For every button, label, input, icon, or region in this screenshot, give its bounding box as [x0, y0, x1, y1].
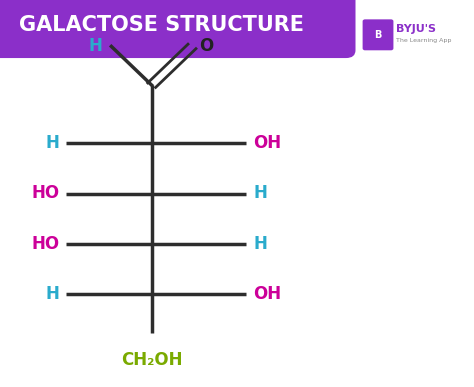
Text: H: H	[254, 235, 267, 253]
Text: O: O	[199, 38, 213, 55]
Text: OH: OH	[254, 285, 282, 303]
Text: HO: HO	[31, 185, 59, 202]
Text: H: H	[46, 285, 59, 303]
FancyBboxPatch shape	[0, 0, 356, 58]
Text: H: H	[88, 38, 102, 55]
Text: H: H	[46, 134, 59, 152]
Text: B: B	[374, 30, 382, 40]
Text: The Learning App: The Learning App	[396, 38, 451, 43]
Text: GALACTOSE STRUCTURE: GALACTOSE STRUCTURE	[19, 15, 304, 35]
FancyBboxPatch shape	[363, 19, 393, 50]
Text: CH₂OH: CH₂OH	[121, 351, 182, 369]
Text: OH: OH	[254, 134, 282, 152]
Text: BYJU'S: BYJU'S	[396, 24, 436, 34]
Text: HO: HO	[31, 235, 59, 253]
Text: H: H	[254, 185, 267, 202]
